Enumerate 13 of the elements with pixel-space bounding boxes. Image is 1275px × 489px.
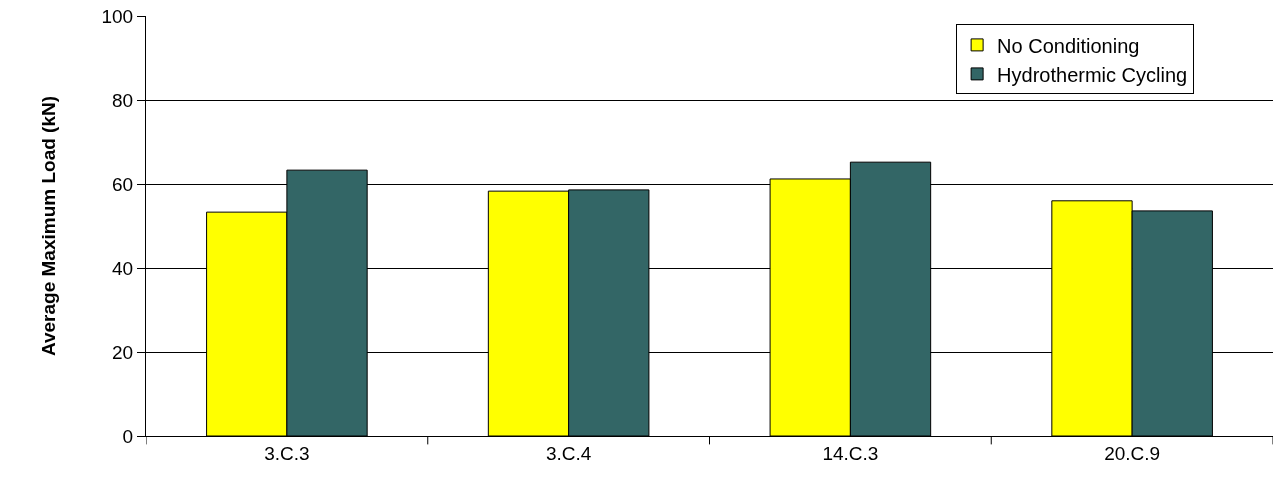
x-tick-label: 3.C.4 — [545, 442, 592, 464]
y-tick-label: 40 — [112, 257, 134, 279]
y-tick-label: 60 — [112, 173, 134, 195]
legend-label: No Conditioning — [997, 34, 1140, 57]
y-tick-label: 80 — [112, 89, 134, 111]
x-tick-label: 3.C.3 — [264, 442, 310, 464]
y-axis-title: Average Maximum Load (kN) — [38, 95, 60, 357]
y-tick-label: 0 — [122, 425, 134, 447]
legend-label: Hydrothermic Cycling — [997, 63, 1188, 86]
x-tick-label: 20.C.9 — [1104, 442, 1161, 464]
y-tick-label: 20 — [112, 341, 134, 363]
y-tick-label: 100 — [101, 5, 134, 27]
x-tick-label: 14.C.3 — [822, 442, 879, 464]
